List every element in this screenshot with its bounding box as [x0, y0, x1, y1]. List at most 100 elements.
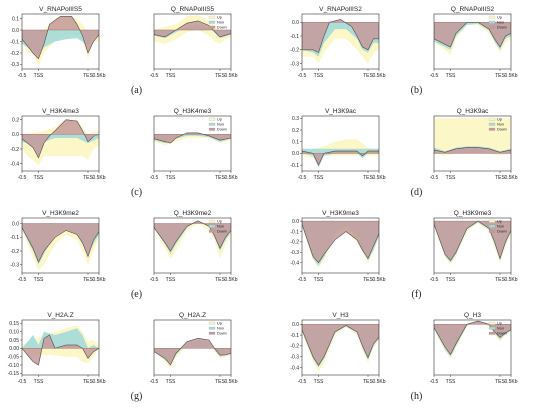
panel-c: V_H3K4me3-0.5 TSS TES 0.5Kb0.20.0-0.2-0.4Q_… [10, 108, 237, 198]
y-tick-label: -0.1 [290, 163, 299, 169]
y-tick-label: 0.1 [292, 140, 299, 146]
mean-line [302, 224, 379, 264]
y-tick-label: 0.2 [12, 117, 19, 123]
axes-frame [21, 217, 100, 274]
x-tick-label: TES [215, 73, 225, 79]
subplot-title: V_RNAPolIIS5 [39, 6, 82, 13]
x-tick-label: 0.5Kb [92, 175, 105, 181]
panel-d: V_H3K9ac-0.5 TSS TES 0.5Kb0.30.20.10.0-0.1Q… [290, 108, 517, 198]
panel-label: (f) [412, 289, 422, 300]
panel-f: V_H3K9me3-0.5 TSS TES 0.5Kb0.0-0.1-0.2-0.3-… [290, 210, 517, 300]
x-tick-label: TES [83, 277, 93, 283]
y-tick-label: -0.4 [10, 161, 19, 167]
y-tick-label: -0.4 [290, 260, 299, 266]
subplot-title: V_H3K9ac [325, 108, 357, 115]
legend-swatch [208, 326, 216, 330]
panel-g: V_H2A.Z-0.5 TSS TES 0.5Kb0.150.100.050.00-0… [8, 312, 238, 402]
mean-line [434, 21, 511, 48]
x-tick-label: TSS [446, 175, 456, 181]
mean-line [434, 220, 511, 261]
legend-label: Down [497, 26, 507, 30]
mean-line [154, 20, 231, 38]
legend-swatch [208, 20, 216, 24]
subplot-title: V_H3K9me2 [42, 210, 79, 217]
x-tick-label: 0.5Kb [372, 379, 385, 385]
down-area [302, 220, 379, 264]
x-tick-label: TSS [166, 175, 176, 181]
left-subplot: V_H3K9me3 -0.5 TSS TES 0.5Kb 0.0 -0.1 -0.2 -0.3 -… [290, 210, 385, 283]
axes-frame [21, 115, 100, 172]
legend-label: Non [497, 327, 504, 331]
legend-label: Non [497, 21, 504, 25]
subplot-title: Q_H3K4me3 [174, 108, 212, 115]
axes-frame [301, 217, 380, 274]
x-tick-label: -0.5 [298, 73, 307, 79]
mean-line [434, 320, 511, 356]
axes-frame [21, 319, 100, 376]
x-tick-label: 0.5Kb [224, 277, 237, 283]
y-tick-label: 0.10 [9, 329, 19, 335]
y-tick-label: 0.05 [9, 338, 19, 344]
legend-label: Up [497, 16, 502, 20]
panel-a: V_RNAPolIIS5-0.5 TSS TES 0.5Kb0.10.0-0.1-0.… [10, 6, 237, 96]
left-subplot: V_H3K9ac -0.5 TSS TES 0.5Kb 0.3 0.2 0.1 0.0 -0.1 [290, 108, 385, 181]
axes-frame [153, 319, 232, 376]
x-tick-label: TSS [446, 379, 456, 385]
mean-line [302, 150, 379, 166]
x-tick-label: TES [495, 175, 505, 181]
legend-swatch [208, 127, 216, 131]
left-subplot: V_H3K4me3 -0.5 TSS TES 0.5Kb 0.2 0.0 -0.2 -0.4 [10, 108, 105, 181]
legend-swatch [488, 224, 496, 228]
x-tick-label: -0.5 [150, 379, 159, 385]
x-tick-label: -0.5 [430, 175, 439, 181]
y-tick-label: 0.0 [12, 132, 19, 138]
legend-label: Non [217, 225, 224, 229]
x-tick-label: -0.5 [18, 73, 27, 79]
legend-label: Non [217, 21, 224, 25]
subplot-title: V_H3 [332, 312, 349, 319]
axes-frame [153, 217, 232, 274]
subplot-title: Q_H3 [464, 312, 481, 319]
legend-swatch [488, 219, 496, 223]
x-tick-label: TSS [314, 277, 324, 283]
left-subplot: V_H2A.Z -0.5 TSS TES 0.5Kb 0.15 0.10 0.05 0.00 -0… [8, 312, 106, 385]
x-tick-label: TES [495, 379, 505, 385]
x-tick-label: 0.5Kb [92, 379, 105, 385]
legend-swatch [488, 321, 496, 325]
x-tick-label: TSS [34, 73, 44, 79]
y-tick-label: -0.2 [290, 344, 299, 350]
legend-swatch [208, 122, 216, 126]
x-tick-label: TSS [446, 277, 456, 283]
x-tick-label: TES [83, 175, 93, 181]
legend-label: Non [217, 123, 224, 127]
x-tick-label: TES [215, 379, 225, 385]
subplot-title: Q_H3K9me2 [174, 210, 212, 217]
y-tick-label: -0.10 [8, 363, 20, 369]
x-tick-label: 0.5Kb [504, 175, 517, 181]
y-tick-label: 0.0 [292, 219, 299, 225]
x-tick-label: -0.5 [18, 379, 27, 385]
x-tick-label: -0.5 [430, 73, 439, 79]
x-tick-label: 0.5Kb [504, 277, 517, 283]
x-tick-label: TES [363, 175, 373, 181]
x-tick-label: 0.5Kb [224, 175, 237, 181]
panel-h: V_H3-0.5 TSS TES 0.5Kb0.0-0.1-0.2-0.3-0.4Q_… [290, 312, 517, 402]
legend-swatch [208, 15, 216, 19]
y-tick-label: -0.2 [10, 147, 19, 153]
legend-swatch [208, 321, 216, 325]
legend-label: Up [497, 220, 502, 224]
left-subplot: V_RNAPolIIS2 -0.5 TSS TES 0.5Kb 0.0 -0.1 -0.2 -0… [290, 6, 385, 79]
x-tick-label: -0.5 [18, 175, 27, 181]
panel-label: (d) [411, 187, 423, 198]
legend-swatch [488, 331, 496, 335]
x-tick-label: TSS [34, 277, 44, 283]
x-tick-label: TSS [34, 175, 44, 181]
